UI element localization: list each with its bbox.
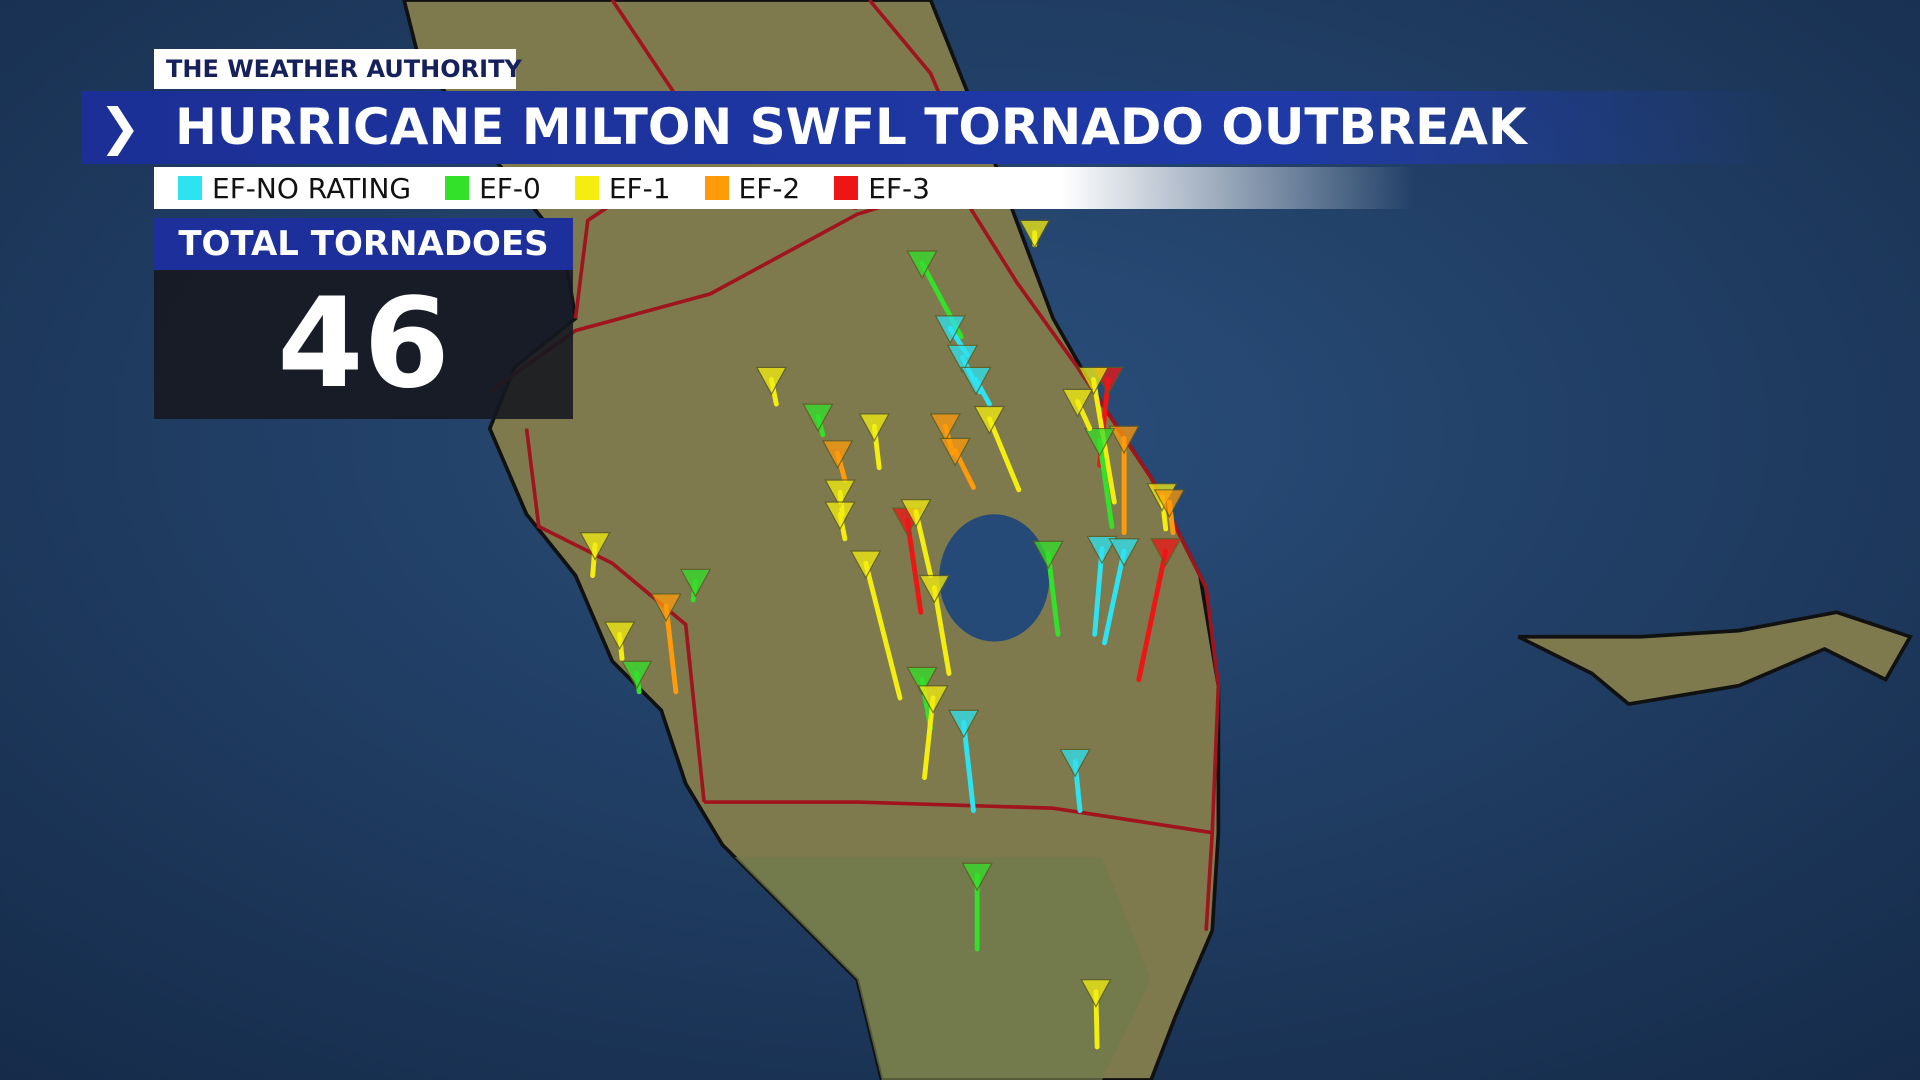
- tornado-icon: [1108, 425, 1140, 455]
- tornado-icon: [603, 621, 636, 651]
- everglades: [734, 857, 1152, 1080]
- legend-swatch: [574, 176, 599, 200]
- legend-item: EF-1: [574, 171, 671, 205]
- title-bar: ❯ HURRICANE MILTON SWFL TORNADO OUTBREAK: [81, 91, 1781, 164]
- title: HURRICANE MILTON SWFL TORNADO OUTBREAK: [175, 98, 1527, 156]
- tornado-icon: [906, 250, 938, 280]
- tornado-track: [931, 585, 952, 676]
- tornado-icon: [939, 437, 971, 467]
- tornado-icon: [900, 498, 932, 528]
- legend-label: EF-1: [608, 171, 671, 205]
- tornado-track: [1097, 438, 1115, 529]
- tornado-track: [663, 603, 679, 695]
- legend-label: EF-2: [738, 171, 801, 205]
- tornado-icon: [755, 366, 788, 396]
- tornado-icon: [929, 413, 962, 443]
- tornado-icon: [947, 709, 980, 739]
- legend: EF-NO RATING EF-0 EF-1 EF-2 EF-3: [154, 167, 1414, 209]
- legend-item: EF-NO RATING: [178, 172, 411, 205]
- tornado-icon: [824, 501, 856, 531]
- tornado-icon: [934, 315, 966, 345]
- tornado-icon: [1149, 538, 1182, 567]
- tornado-track: [1045, 551, 1061, 637]
- legend-item: EF-2: [704, 171, 801, 205]
- island: [1517, 610, 1913, 707]
- tornado-icon: [1061, 388, 1094, 418]
- tornado-track: [1102, 548, 1127, 646]
- tornado-icon: [621, 660, 653, 690]
- tornado-icon: [960, 366, 992, 396]
- tornado-icon: [1153, 489, 1186, 519]
- lake: [939, 514, 1050, 642]
- tornado-icon: [821, 440, 854, 470]
- tornado-icon: [946, 344, 979, 374]
- legend-swatch: [445, 176, 470, 200]
- legend-label: EF-0: [479, 171, 541, 205]
- legend-label: EF-3: [868, 171, 930, 205]
- tornado-icon: [579, 532, 611, 561]
- chevron-icon: ❯: [99, 98, 141, 156]
- tornado-icon: [973, 405, 1006, 435]
- tornado-icon: [918, 574, 951, 604]
- legend-swatch: [178, 176, 202, 200]
- tornado-icon: [650, 593, 682, 623]
- tornado-icon: [917, 685, 949, 714]
- tornado-icon: [824, 479, 856, 509]
- tornado-track: [986, 416, 1022, 493]
- legend-label: EF-NO RATING: [212, 171, 412, 205]
- tornado-icon: [1077, 366, 1110, 396]
- legend-swatch: [834, 176, 859, 200]
- tornado-track: [863, 560, 903, 701]
- tornado-tracks: [579, 219, 1186, 1050]
- tornado-icon: [961, 862, 993, 892]
- tornado-icon: [858, 413, 891, 443]
- total-label: TOTAL TORNADOES: [154, 218, 573, 270]
- tornado-track: [961, 720, 976, 814]
- brand: THE WEATHER AUTHORITY: [154, 49, 522, 89]
- tornado-icon: [906, 666, 938, 696]
- tornado-icon: [1108, 538, 1140, 567]
- tornado-track: [904, 517, 924, 615]
- tornado-icon: [1059, 748, 1091, 778]
- legend-item: EF-0: [445, 172, 541, 205]
- legend-item: EF-3: [834, 172, 930, 205]
- tornado-icon: [1018, 219, 1051, 249]
- tornado-track: [1092, 546, 1105, 637]
- tornado-icon: [802, 403, 834, 433]
- tornado-track: [1136, 548, 1169, 683]
- tornado-icon: [1083, 427, 1116, 457]
- total-value: 46: [154, 270, 573, 419]
- tornado-icon: [1080, 978, 1112, 1008]
- tornado-icon: [849, 550, 882, 580]
- tornado-icon: [1086, 535, 1118, 565]
- land: [402, 0, 1913, 1080]
- legend-swatch: [704, 176, 729, 200]
- tornado-icon: [679, 568, 712, 598]
- tornado-icon: [1032, 540, 1064, 570]
